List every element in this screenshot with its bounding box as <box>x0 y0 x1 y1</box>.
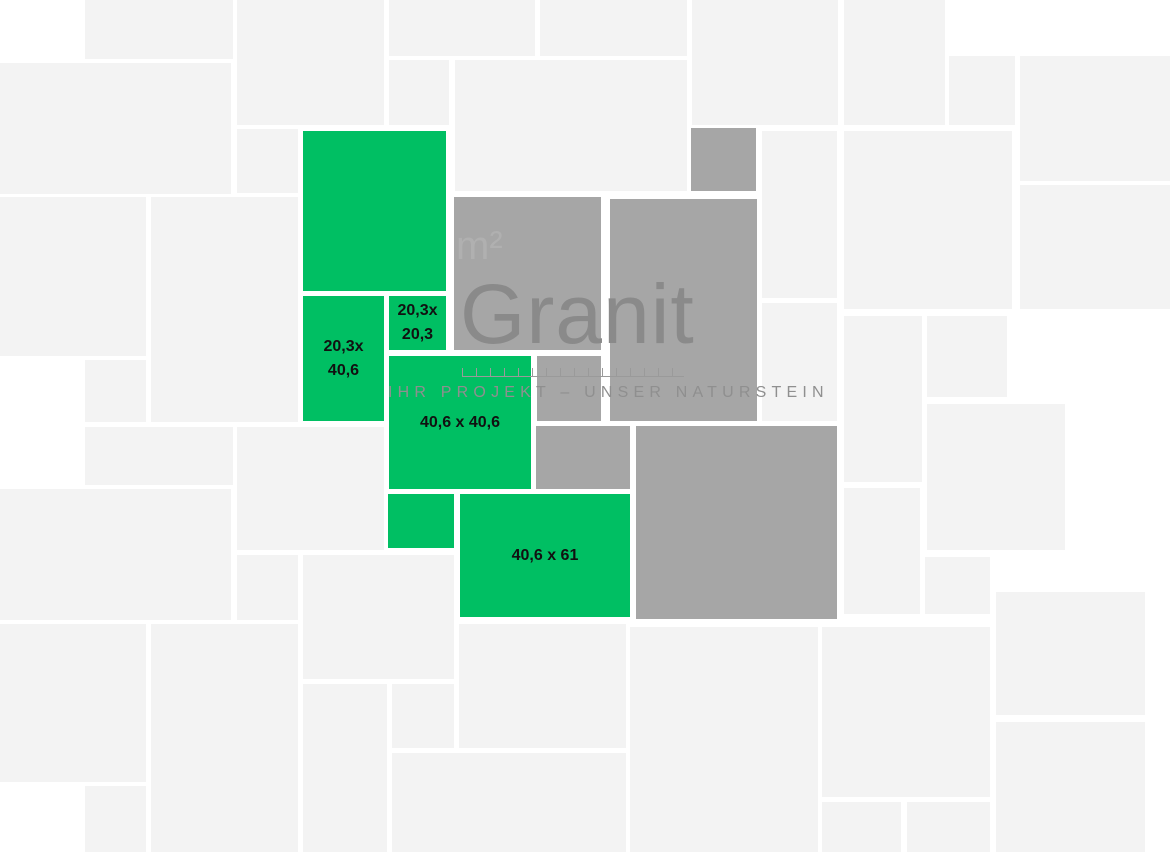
background-tile <box>237 555 298 620</box>
background-tile <box>844 0 945 125</box>
existing-tile <box>537 356 601 421</box>
highlighted-tile: 40,6 x 40,6 <box>389 356 531 489</box>
background-tile <box>85 786 146 852</box>
background-tile <box>85 427 233 485</box>
existing-tile <box>536 426 630 489</box>
background-tile <box>85 0 233 59</box>
background-tile <box>1020 185 1170 309</box>
existing-tile <box>454 197 601 350</box>
background-tile <box>540 0 687 56</box>
tile-size-label: 20,3x 20,3 <box>397 302 438 343</box>
background-tile <box>389 0 535 56</box>
background-tile <box>85 360 146 422</box>
background-tile <box>392 684 454 748</box>
background-tile <box>459 624 626 748</box>
highlighted-tile: 40,6 x 61 <box>460 494 630 617</box>
highlighted-tile: 20,3x 40,6 <box>303 296 384 421</box>
background-tile <box>303 555 454 679</box>
background-tile <box>0 489 231 620</box>
background-tile <box>237 427 384 550</box>
background-tile <box>925 557 990 614</box>
background-tile <box>907 802 990 852</box>
background-tile <box>455 60 687 191</box>
background-tile <box>392 753 626 852</box>
background-tile <box>237 0 384 125</box>
background-tile <box>927 404 1065 550</box>
highlighted-tile <box>303 131 446 291</box>
tile-size-label: 20,3x 40,6 <box>323 337 364 379</box>
background-tile <box>0 197 146 356</box>
background-tile <box>822 802 901 852</box>
background-tile <box>996 592 1145 715</box>
background-tile <box>389 60 449 125</box>
background-tile <box>762 303 837 421</box>
existing-tile <box>636 426 837 619</box>
tile-size-label: 40,6 x 61 <box>511 546 579 564</box>
existing-tile <box>691 128 756 191</box>
background-tile <box>822 627 990 797</box>
background-tile <box>0 63 231 194</box>
background-tile <box>692 0 838 125</box>
background-tile <box>844 131 1012 309</box>
tile-size-label: 40,6 x 40,6 <box>419 413 501 431</box>
highlighted-tile: 20,3x 20,3 <box>389 296 446 350</box>
background-tile <box>1020 56 1170 181</box>
background-tile <box>151 624 298 852</box>
background-tile <box>844 488 920 614</box>
background-tile <box>844 316 922 482</box>
background-tile <box>237 129 298 193</box>
existing-tile <box>610 199 757 421</box>
background-tile <box>927 316 1007 397</box>
background-tile <box>630 627 818 852</box>
background-tile <box>996 722 1145 852</box>
background-tile <box>303 684 387 852</box>
background-tile <box>151 197 298 422</box>
background-tile <box>0 624 146 782</box>
highlighted-tile <box>388 494 454 548</box>
background-tile <box>762 131 837 298</box>
background-tile <box>949 56 1015 125</box>
